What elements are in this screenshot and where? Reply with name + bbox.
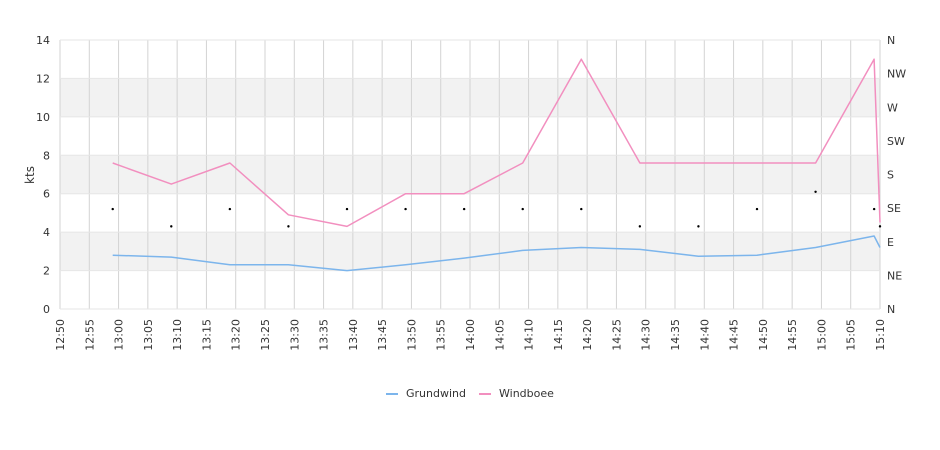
y-tick-label: 14 <box>36 34 50 47</box>
y-axis-right-direction: N NE E SE S SW W NW N <box>887 34 906 316</box>
legend-label-grundwind: Grundwind <box>406 387 466 400</box>
x-tick-label: 14:35 <box>669 319 682 351</box>
y-axis-title: kts <box>23 166 37 184</box>
y-tick-label: 0 <box>43 303 50 316</box>
x-tick-label: 14:10 <box>523 319 536 351</box>
wind-direction-marker <box>404 207 407 211</box>
legend[interactable]: Grundwind Windboee <box>386 387 554 400</box>
x-tick-label: 14:05 <box>493 319 506 351</box>
direction-tick-label: W <box>887 101 898 114</box>
legend-label-windboee: Windboee <box>499 387 554 400</box>
x-tick-label: 12:55 <box>83 319 96 351</box>
direction-tick-label: SW <box>887 135 905 148</box>
wind-direction-marker <box>872 207 876 211</box>
x-tick-label: 14:40 <box>698 319 711 351</box>
x-tick-label: 13:45 <box>376 319 389 351</box>
y-tick-label: 10 <box>36 111 50 124</box>
y-tick-label: 2 <box>43 265 50 278</box>
x-tick-label: 13:25 <box>259 319 272 351</box>
x-tick-label: 14:25 <box>610 319 623 351</box>
x-tick-label: 13:35 <box>318 319 331 351</box>
x-tick-label: 13:05 <box>142 319 155 351</box>
y-tick-label: 8 <box>43 149 50 162</box>
direction-tick-label: E <box>887 236 894 249</box>
x-tick-label: 14:55 <box>786 319 799 351</box>
x-tick-label: 14:20 <box>581 319 594 351</box>
wind-direction-marker <box>170 225 173 228</box>
wind-direction-marker <box>755 207 759 211</box>
x-tick-label: 14:50 <box>757 319 770 351</box>
x-tick-label: 14:30 <box>640 319 653 351</box>
x-tick-label: 15:00 <box>815 319 828 351</box>
wind-direction-marker <box>878 225 882 228</box>
horizontal-gridlines <box>60 39 880 310</box>
legend-item-grundwind[interactable]: Grundwind <box>386 387 466 400</box>
wind-direction-marker <box>580 207 583 211</box>
wind-direction-marker <box>814 190 817 193</box>
y-axis-left: 0 2 4 6 8 10 12 14 <box>36 34 50 316</box>
wind-direction-marker <box>111 207 114 211</box>
x-tick-label: 15:05 <box>845 319 858 351</box>
x-tick-label: 15:10 <box>874 319 887 351</box>
series-line-windboee <box>112 58 881 228</box>
x-tick-label: 14:45 <box>728 319 741 351</box>
x-tick-label: 13:00 <box>113 319 126 351</box>
x-tick-label: 12:50 <box>54 319 67 351</box>
y-tick-label: 4 <box>43 226 50 239</box>
series-line-grundwind <box>112 235 881 272</box>
x-tick-label: 13:40 <box>347 319 360 351</box>
wind-direction-marker <box>345 207 349 211</box>
wind-direction-marker <box>462 207 466 211</box>
x-axis: 12:50 12:55 13:00 13:05 13:10 13:15 13:20 13:25… <box>54 319 887 351</box>
x-tick-label: 13:50 <box>405 319 418 351</box>
direction-tick-label: SE <box>887 202 901 215</box>
x-tick-label: 13:10 <box>171 319 184 351</box>
x-tick-label: 14:00 <box>464 319 477 351</box>
wind-direction-marker <box>638 225 642 228</box>
x-tick-label: 13:30 <box>288 319 301 351</box>
wind-direction-marker <box>521 207 524 211</box>
x-tick-label: 13:15 <box>200 319 213 351</box>
series-layer <box>111 58 882 272</box>
direction-tick-label: S <box>887 169 894 182</box>
direction-tick-label: NE <box>887 269 902 282</box>
wind-direction-marker <box>697 225 700 228</box>
wind-direction-marker <box>287 225 290 228</box>
x-tick-label: 14:15 <box>552 319 565 351</box>
wind-direction-marker <box>228 207 232 211</box>
x-tick-label: 13:55 <box>435 319 448 351</box>
y-tick-label: 12 <box>36 72 50 85</box>
legend-item-windboee[interactable]: Windboee <box>479 387 554 400</box>
y-tick-label: 6 <box>43 188 50 201</box>
direction-tick-label: NW <box>887 68 906 81</box>
x-tick-label: 13:20 <box>230 319 243 351</box>
direction-tick-label: N <box>887 303 895 316</box>
direction-tick-label: N <box>887 34 895 47</box>
